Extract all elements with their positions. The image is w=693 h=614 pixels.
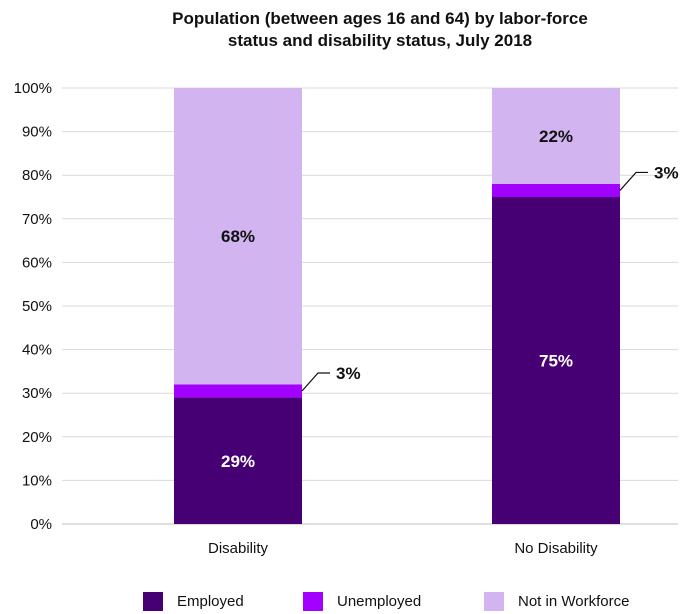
legend-item: Employed [143,592,244,611]
bar-segment-employed [174,397,302,524]
legend-swatch [484,592,504,611]
callout-leader-line [301,372,330,392]
y-tick-label: 80% [22,167,52,184]
legend: Employed Unemployed Not in Workforce [0,592,693,614]
bar-segment-not-in-workforce [492,88,620,184]
y-tick-label: 30% [22,385,52,402]
bar-segment-not-in-workforce [174,88,302,385]
legend-item: Not in Workforce [484,592,629,611]
y-tick-label: 0% [30,516,52,533]
legend-swatch [143,592,163,611]
y-tick-label: 90% [22,124,52,141]
callout-leader-line [619,171,648,191]
data-label: 75% [539,352,573,371]
data-label: 3% [336,364,361,383]
y-tick-label: 50% [22,298,52,315]
data-label: 29% [221,452,255,471]
chart-title: Population (between ages 16 and 64) by l… [90,8,670,52]
y-tick-label: 40% [22,342,52,359]
bar-segment-unemployed [174,384,302,398]
legend-swatch [303,592,323,611]
bar-segment-unemployed [492,183,620,197]
x-axis-tick-labels: Disability No Disability [208,540,598,557]
stacked-bar-chart: 0% 10% 20% 30% 40% 50% 60% 70% 80% 90% 100% Disabi… [14,80,679,557]
chart-title-line-2: status and disability status, July 2018 [227,31,533,50]
y-tick-label: 10% [22,472,52,489]
y-tick-label: 20% [22,429,52,446]
data-labels: 29% 3% 68% 75% 3% 22% [221,127,679,471]
legend-item: Unemployed [303,592,421,611]
data-label: 22% [539,127,573,146]
x-tick-label: No Disability [514,540,598,557]
x-tick-label: Disability [208,540,269,557]
y-tick-label: 60% [22,254,52,271]
data-label: 68% [221,227,255,246]
data-label: 3% [654,163,679,182]
bars [174,88,620,524]
legend-label: Employed [177,593,244,610]
y-axis-tick-labels: 0% 10% 20% 30% 40% 50% 60% 70% 80% 90% 100% [14,80,52,533]
legend-label: Not in Workforce [518,593,630,610]
y-tick-label: 100% [14,80,52,97]
bar-segment-employed [492,197,620,524]
chart-title-line-1: Population (between ages 16 and 64) by l… [172,9,588,28]
y-tick-label: 70% [22,211,52,228]
legend-label: Unemployed [337,593,422,610]
